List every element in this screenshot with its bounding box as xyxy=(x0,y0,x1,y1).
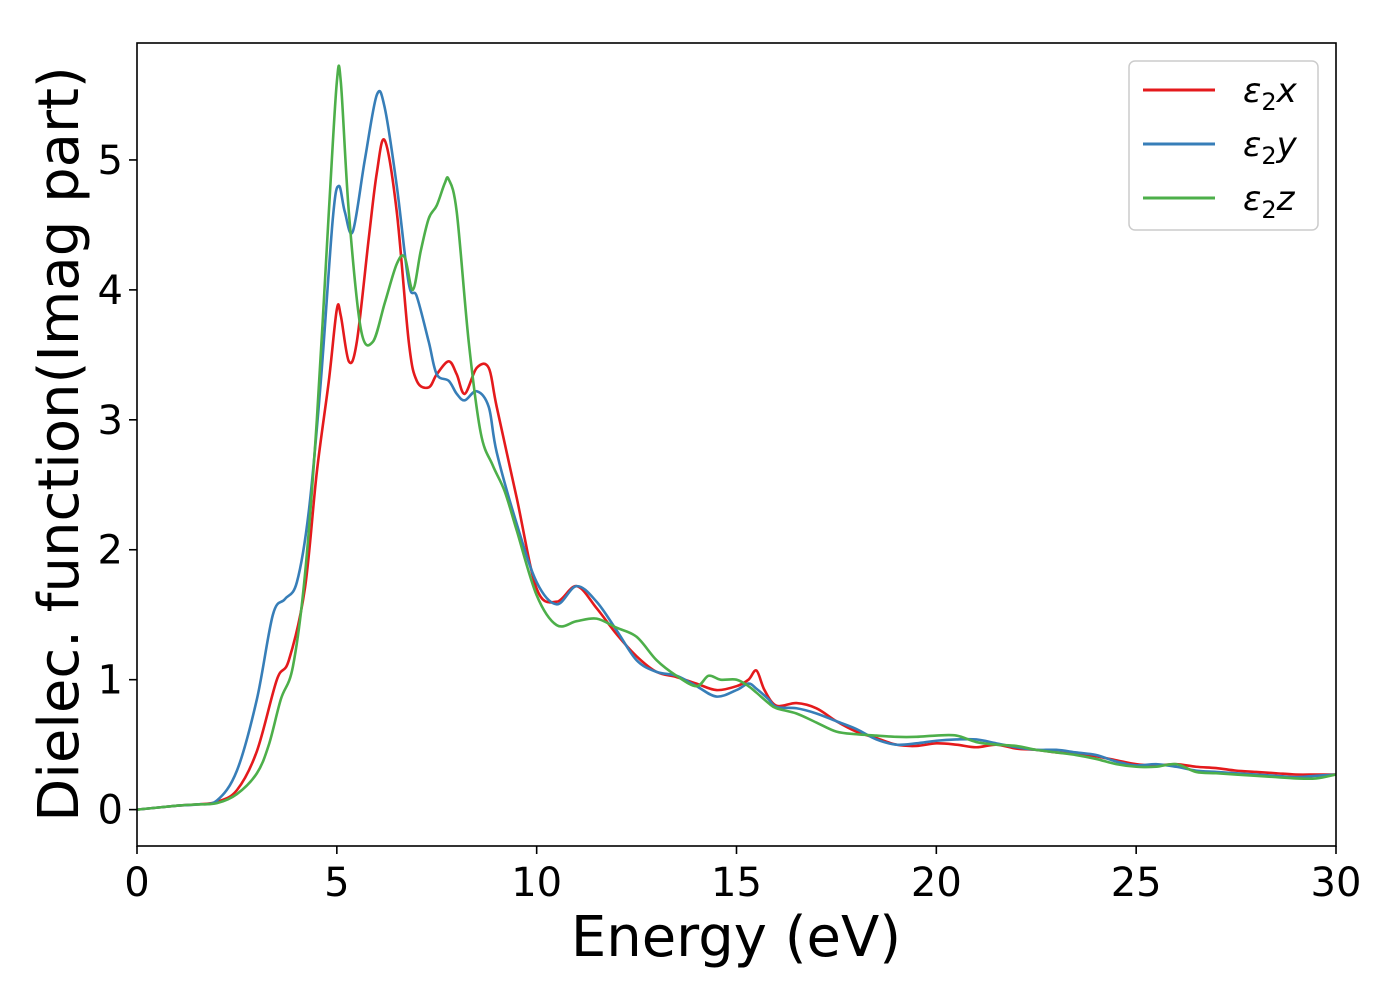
legend-label-z: ε2z xyxy=(1243,179,1296,224)
x-tick-label: 15 xyxy=(711,860,762,906)
x-tick-label: 25 xyxy=(1111,860,1162,906)
y-tick-label: 3 xyxy=(98,398,123,444)
legend-box xyxy=(1128,60,1319,231)
legend: ε2x ε2y ε2z xyxy=(1128,60,1319,231)
y-tick-label: 1 xyxy=(98,658,123,704)
x-tick-label: 0 xyxy=(124,860,149,906)
series-line-x xyxy=(137,138,1336,811)
y-tick-label: 4 xyxy=(98,268,123,314)
y-tick-label: 0 xyxy=(98,788,123,834)
y-axis-title: Dielec. function(Imag part) xyxy=(27,66,92,822)
x-tick-label: 10 xyxy=(511,860,562,906)
y-tick-label: 5 xyxy=(98,138,123,184)
series-layer xyxy=(137,64,1336,811)
x-axis-title: Energy (eV) xyxy=(571,905,901,970)
series-line-z xyxy=(137,64,1336,811)
legend-label-y: ε2y xyxy=(1243,125,1298,170)
y-axis-ticks: 0 1 2 3 4 5 xyxy=(98,138,137,834)
x-axis-ticks: 0 5 10 15 20 25 30 xyxy=(124,846,1361,906)
x-tick-label: 20 xyxy=(911,860,962,906)
legend-label-x: ε2x xyxy=(1243,71,1298,116)
x-tick-label: 5 xyxy=(324,860,349,906)
series-line-y xyxy=(137,89,1336,811)
x-tick-label: 30 xyxy=(1311,860,1362,906)
y-tick-label: 2 xyxy=(98,528,123,574)
